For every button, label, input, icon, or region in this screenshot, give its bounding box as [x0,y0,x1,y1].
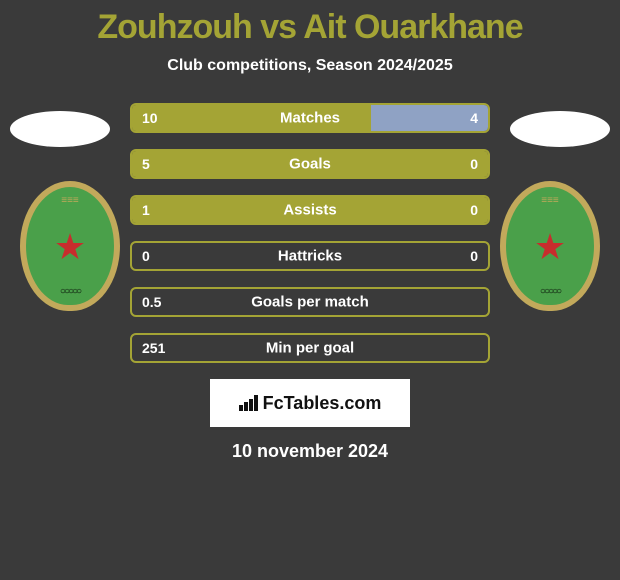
right-ellipse [510,111,610,147]
stat-label: Goals [289,156,331,173]
stat-row: 5 Goals 0 [130,149,490,179]
left-value: 251 [142,340,165,356]
right-value: 0 [470,202,478,218]
star-icon: ★ [534,229,566,265]
left-value: 5 [142,156,150,172]
stat-row: 0.5 Goals per match [130,287,490,317]
stat-row: 1 Assists 0 [130,195,490,225]
stat-label: Goals per match [251,294,369,311]
left-team-crest: ≡≡≡ ★ ○○○○○ [20,181,120,311]
bar-chart-icon [239,395,259,411]
left-value: 1 [142,202,150,218]
stat-label: Min per goal [266,340,354,357]
fctables-logo: FcTables.com [210,379,410,427]
date-label: 10 november 2024 [0,441,620,462]
right-value: 4 [470,110,478,126]
stats-bars: 10 Matches 4 5 Goals 0 1 Assists 0 0 Hattricks 0 0.5… [130,103,490,363]
page-title: Zouhzouh vs Ait Ouarkhane [0,8,620,47]
left-ellipse [10,111,110,147]
stat-label: Assists [283,202,336,219]
left-value: 0 [142,248,150,264]
stat-label: Hattricks [278,248,342,265]
stat-row: 251 Min per goal [130,333,490,363]
left-value: 10 [142,110,158,126]
right-team-crest: ≡≡≡ ★ ○○○○○ [500,181,600,311]
stat-label: Matches [280,110,340,127]
right-value: 0 [470,156,478,172]
star-icon: ★ [54,229,86,265]
header: Zouhzouh vs Ait Ouarkhane Club competiti… [0,0,620,79]
logo-text: FcTables.com [263,393,382,414]
subtitle: Club competitions, Season 2024/2025 [0,57,620,75]
stat-row: 10 Matches 4 [130,103,490,133]
right-value: 0 [470,248,478,264]
stat-row: 0 Hattricks 0 [130,241,490,271]
comparison-panel: ≡≡≡ ★ ○○○○○ ≡≡≡ ★ ○○○○○ 10Matches45Goals… [0,103,620,462]
left-value: 0.5 [142,294,161,310]
